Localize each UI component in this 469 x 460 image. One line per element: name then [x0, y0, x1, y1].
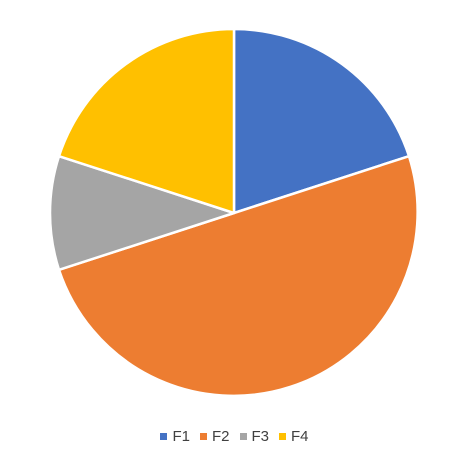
legend-item-f3: F3 — [240, 428, 270, 445]
legend-swatch-f2 — [200, 433, 207, 440]
legend-label-f1: F1 — [172, 428, 190, 445]
legend-swatch-f4 — [279, 433, 286, 440]
legend-swatch-f1 — [160, 433, 167, 440]
legend-label-f3: F3 — [252, 428, 270, 445]
chart-legend: F1 F2 F3 F4 — [0, 428, 469, 445]
legend-item-f1: F1 — [160, 428, 190, 445]
legend-label-f4: F4 — [291, 428, 309, 445]
pie-slices — [50, 29, 418, 396]
legend-item-f2: F2 — [200, 428, 230, 445]
legend-label-f2: F2 — [212, 428, 230, 445]
legend-item-f4: F4 — [279, 428, 309, 445]
legend-swatch-f3 — [240, 433, 247, 440]
